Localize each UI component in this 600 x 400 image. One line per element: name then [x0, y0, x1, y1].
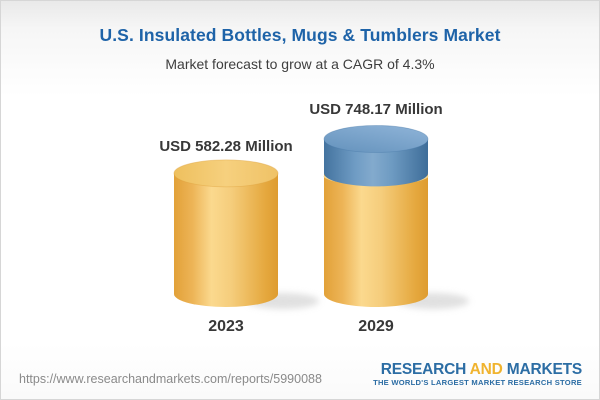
axis-label-2029: 2029	[358, 318, 394, 335]
chart-subtitle: Market forecast to grow at a CAGR of 4.3…	[165, 56, 435, 72]
bar-2023-body	[174, 173, 278, 307]
logo-wordmark: RESEARCH AND MARKETS	[373, 361, 582, 378]
value-label-2029: USD 748.17 Million	[309, 101, 443, 118]
researchandmarkets-logo: RESEARCH AND MARKETS THE WORLD'S LARGEST…	[373, 361, 582, 388]
axis-label-2023: 2023	[208, 318, 244, 335]
logo-word-markets: MARKETS	[506, 361, 582, 378]
logo-tagline: THE WORLD'S LARGEST MARKET RESEARCH STOR…	[373, 378, 582, 388]
bar-2029-base-body	[324, 173, 428, 307]
bar-2029-growth-body	[324, 139, 428, 187]
bar-2029-cap	[323, 125, 429, 153]
logo-word-and: AND	[469, 361, 503, 378]
chart-title: U.S. Insulated Bottles, Mugs & Tumblers …	[99, 25, 501, 45]
bar-2023-cap	[173, 159, 279, 188]
report-url: https://www.researchandmarkets.com/repor…	[19, 372, 322, 386]
value-label-2023: USD 582.28 Million	[159, 138, 293, 155]
logo-word-research: RESEARCH	[380, 361, 467, 378]
